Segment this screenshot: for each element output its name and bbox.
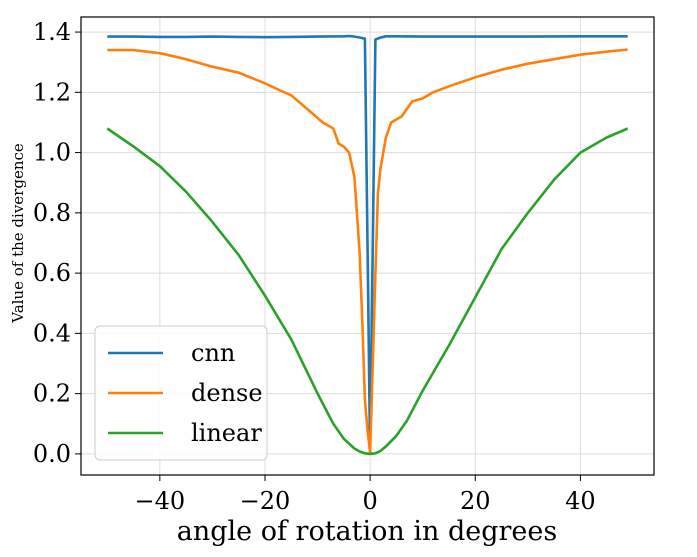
- x-tick-label: −40: [135, 487, 186, 515]
- y-tick-label: 0.0: [33, 440, 71, 468]
- series-line-dense: [107, 48, 628, 454]
- series-line-linear: [106, 127, 629, 456]
- legend-label-dense: dense: [191, 379, 263, 407]
- x-tick-label: 40: [565, 487, 596, 515]
- legend-box: [94, 325, 268, 461]
- x-tick-label: −20: [240, 487, 291, 515]
- plot-frame: [80, 16, 655, 476]
- y-axis-label: Value of the divergence: [9, 143, 27, 324]
- y-tick-label: 0.4: [33, 319, 71, 347]
- axis-ticks: [75, 31, 581, 481]
- y-tick-label: 1.0: [33, 139, 71, 167]
- legend-label-linear: linear: [191, 419, 262, 447]
- x-axis-label: angle of rotation in degrees: [177, 516, 558, 547]
- x-tick-label: 0: [362, 487, 377, 515]
- legend: cnn dense linear: [94, 325, 268, 461]
- y-tick-label: 0.6: [33, 259, 71, 287]
- series-line-cnn: [107, 34, 628, 454]
- y-tick-label: 1.4: [33, 18, 71, 46]
- y-tick-label: 0.2: [33, 380, 71, 408]
- axis-tick-labels: −40 −20 0 20 40 0.0 0.2 0.4 0.6 0.8 1.0 1.2 1.4: [33, 18, 596, 515]
- series-lines: [106, 34, 629, 456]
- y-tick-label: 1.2: [33, 78, 71, 106]
- x-tick-label: 20: [460, 487, 491, 515]
- legend-label-cnn: cnn: [191, 339, 235, 367]
- y-tick-label: 0.8: [33, 199, 71, 227]
